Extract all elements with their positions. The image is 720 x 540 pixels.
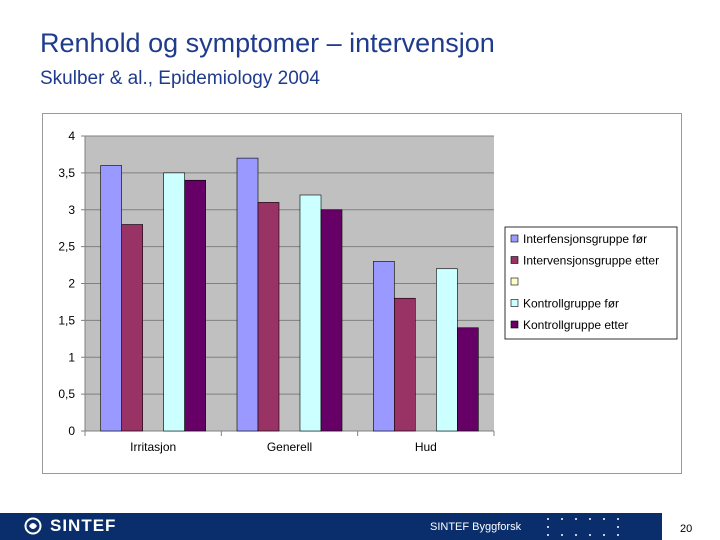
y-tick-label: 3,5 <box>58 166 75 180</box>
bar <box>320 209 343 432</box>
legend-swatch <box>510 299 519 307</box>
y-tick-label: 1,5 <box>58 313 75 327</box>
slide-title: Renhold og symptomer – intervensjon <box>40 28 495 58</box>
bar <box>394 297 416 432</box>
legend-label: Kontrollgruppe etter <box>523 318 628 332</box>
bar <box>257 202 280 432</box>
page-number: 20 <box>680 523 693 535</box>
bar <box>100 165 122 432</box>
organization-name: SINTEF Byggforsk <box>430 521 522 533</box>
x-tick-label: Irritasjon <box>130 440 176 454</box>
legend-swatch <box>510 256 519 264</box>
bar <box>184 179 206 432</box>
y-tick-label: 4 <box>68 129 75 143</box>
bar <box>163 172 185 432</box>
footer-band: SINTEF SINTEF Byggforsk <box>0 513 662 540</box>
legend-label: Interfensjonsgruppe før <box>523 232 647 246</box>
bar <box>457 327 479 432</box>
x-tick-label: Generell <box>267 440 312 454</box>
bar <box>121 224 143 432</box>
y-tick-label: 3 <box>68 203 75 217</box>
bar <box>436 268 458 432</box>
legend-label: Intervensjonsgruppe etter <box>523 254 659 268</box>
logo-text: SINTEF <box>50 516 117 535</box>
x-tick-label: Hud <box>415 440 437 454</box>
y-tick-label: 0 <box>68 424 75 438</box>
y-tick-label: 2,5 <box>58 240 75 254</box>
slide-subtitle: Skulber & al., Epidemiology 2004 <box>40 68 320 89</box>
sintef-logo-icon <box>24 517 42 535</box>
legend-box <box>504 226 678 340</box>
bar-chart: 0 0,5 1 1,5 2 2,5 3 3,5 4 Irritasjon Generell Hud In… <box>58 129 678 454</box>
legend-swatch <box>510 320 519 329</box>
bar <box>236 157 259 432</box>
bar <box>299 194 322 432</box>
y-tick-label: 2 <box>68 277 75 291</box>
y-tick-label: 1 <box>68 350 75 364</box>
legend-swatch <box>510 234 519 243</box>
legend-swatch <box>510 277 519 286</box>
legend-label: Kontrollgruppe før <box>523 297 619 311</box>
footer: SINTEF SINTEF Byggforsk 20 <box>0 513 720 540</box>
bar <box>373 261 395 432</box>
y-tick-label: 0,5 <box>58 387 75 401</box>
decorative-dots-icon <box>547 518 619 536</box>
